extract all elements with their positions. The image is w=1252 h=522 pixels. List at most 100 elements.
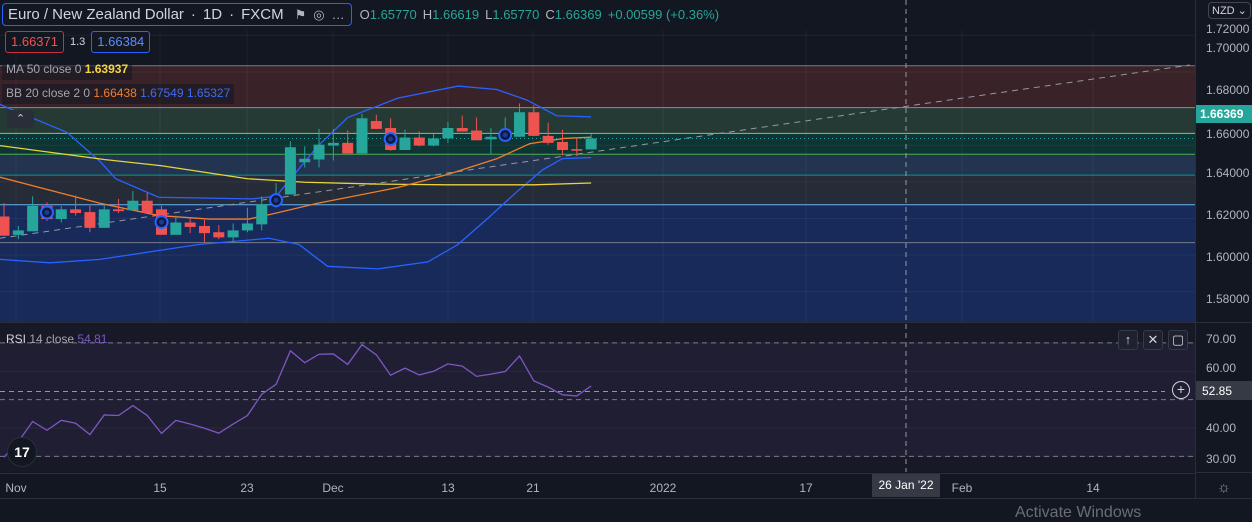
trend-line xyxy=(0,64,1190,239)
ma50-line xyxy=(0,144,592,186)
chart-canvas[interactable] xyxy=(0,0,1195,498)
fib-zone xyxy=(0,107,1195,134)
candle-down xyxy=(456,128,468,132)
symbol-title[interactable]: Euro / New Zealand Dollar · 1D · FXCM ⚑ … xyxy=(2,3,352,26)
settings-gear-icon[interactable]: ☼ xyxy=(1217,479,1231,496)
bb-name: BB xyxy=(6,86,23,100)
ma-name: MA xyxy=(6,62,24,76)
separator: · xyxy=(229,6,235,23)
move-pane-up-button[interactable]: ↑ xyxy=(1118,330,1138,350)
chevron-down-icon: ⌄ xyxy=(1237,5,1247,17)
time-label: 13 xyxy=(441,481,455,495)
bb-params: 20 close 2 0 xyxy=(25,86,91,100)
fib-zone xyxy=(0,154,1195,176)
exchange: FXCM xyxy=(241,6,284,23)
bb-lower-value: 1.65327 xyxy=(186,86,231,100)
candle-down xyxy=(528,112,540,136)
candle-down xyxy=(413,137,425,146)
candle-up xyxy=(98,209,110,228)
price-label: 1.68000 xyxy=(1206,83,1250,97)
event-marker-dot xyxy=(502,132,508,138)
maximize-pane-button[interactable]: ▢ xyxy=(1168,330,1188,350)
candle-up xyxy=(442,128,454,139)
candle-down xyxy=(556,141,568,150)
close-pane-button[interactable]: ✕ xyxy=(1143,330,1163,350)
eye-icon[interactable]: ◎ xyxy=(313,6,325,22)
open-label: O xyxy=(359,7,370,22)
bottom-bar xyxy=(0,498,1252,514)
fib-zone xyxy=(0,133,1195,155)
high-value: 1.66619 xyxy=(432,7,480,22)
currency-dropdown[interactable]: NZD ⌄ xyxy=(1208,2,1251,19)
candle-down xyxy=(342,142,354,154)
current-price-label: 1.66369 xyxy=(1196,105,1252,123)
time-label: 15 xyxy=(153,481,167,495)
event-marker-dot xyxy=(273,197,279,203)
candle-down xyxy=(213,232,225,238)
header-row: Euro / New Zealand Dollar · 1D · FXCM ⚑ … xyxy=(2,3,719,26)
candle-up xyxy=(55,209,67,220)
candle-up xyxy=(256,204,268,225)
candle-up xyxy=(12,230,24,235)
close-label: C xyxy=(545,7,555,22)
activation-watermark: Activate Windows xyxy=(1015,504,1142,521)
rsi-name: RSI xyxy=(6,332,27,346)
fib-zone xyxy=(0,204,1195,243)
ma-value: 1.63937 xyxy=(84,62,129,76)
candle-up xyxy=(127,200,139,211)
candle-up xyxy=(327,142,339,146)
tradingview-logo[interactable]: 17 xyxy=(7,437,37,467)
rsi-params: 14 close xyxy=(29,332,75,346)
ma-legend[interactable]: MA 50 close 0 1.63937 xyxy=(2,60,133,80)
time-label: 14 xyxy=(1086,481,1100,495)
candle-up xyxy=(585,138,597,150)
more-icon[interactable]: … xyxy=(331,7,345,22)
separator: · xyxy=(190,6,196,23)
price-label: 1.66000 xyxy=(1206,127,1250,141)
rsi-legend[interactable]: RSI 14 close 54.81 xyxy=(2,330,111,350)
chevron-up-icon: ⌃ xyxy=(15,113,26,125)
sell-button[interactable]: 1.66371 xyxy=(5,31,64,53)
add-plus-button[interactable]: + xyxy=(1172,381,1190,399)
arrow-up-icon: ↑ xyxy=(1124,332,1132,347)
low-value: 1.65770 xyxy=(492,7,540,22)
trade-row: 1.66371 1.3 1.66384 xyxy=(5,31,151,53)
price-axis[interactable]: 1.72000 1.70000 1.68000 1.66000 1.64000 … xyxy=(1195,0,1252,498)
candle-down xyxy=(70,209,82,214)
time-label: Nov xyxy=(5,481,27,495)
candle-up xyxy=(241,223,253,231)
fib-zone xyxy=(0,242,1195,322)
price-label: 1.72000 xyxy=(1206,22,1250,36)
candle-down xyxy=(571,149,583,151)
candle-up xyxy=(170,222,182,235)
collapse-legend-button[interactable]: ⌃ xyxy=(7,110,34,128)
candle-up xyxy=(514,112,526,137)
candle-up xyxy=(27,205,39,232)
time-label: 21 xyxy=(526,481,540,495)
ma-params: 50 close 0 xyxy=(26,62,82,76)
candle-up xyxy=(227,230,239,238)
bb-legend[interactable]: BB 20 close 2 0 1.66438 1.67549 1.65327 xyxy=(2,84,235,104)
high-label: H xyxy=(422,7,433,22)
buy-button[interactable]: 1.66384 xyxy=(91,31,151,53)
candle-up xyxy=(485,136,497,140)
time-axis[interactable]: Nov 15 23 Dec 13 21 2022 17 Feb 14 xyxy=(0,473,1195,498)
low-label: L xyxy=(485,7,493,22)
candle-up xyxy=(313,144,325,160)
price-label: 1.62000 xyxy=(1206,208,1250,222)
interval[interactable]: 1D xyxy=(202,6,223,23)
candle-down xyxy=(471,130,483,141)
candle-down xyxy=(184,222,196,227)
rsi-label: 40.00 xyxy=(1206,421,1237,435)
time-label: 2022 xyxy=(649,481,677,495)
event-marker-dot xyxy=(388,136,394,142)
time-label: 23 xyxy=(240,481,254,495)
rsi-line xyxy=(3,343,592,458)
rsi-label: 60.00 xyxy=(1206,361,1237,375)
event-marker-dot xyxy=(159,219,165,225)
rsi-crosshair-label: 52.85 xyxy=(1196,381,1252,400)
flag-icon[interactable]: ⚑ xyxy=(294,6,307,22)
time-label: 17 xyxy=(799,481,813,495)
spread: 1.3 xyxy=(70,36,86,48)
close-value: 1.66369 xyxy=(554,7,602,22)
